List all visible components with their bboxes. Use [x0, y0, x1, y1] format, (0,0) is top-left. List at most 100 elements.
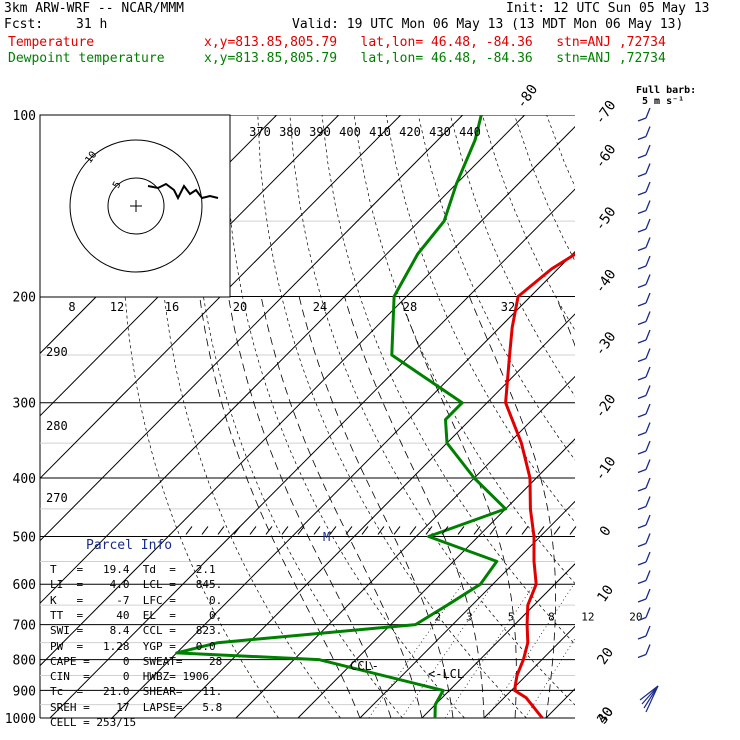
isotherm-line: [732, 115, 740, 718]
mixing-ratio-label: 3: [466, 611, 473, 624]
dry-adiabat-line: [225, 115, 465, 718]
isobar-barb-tick: [409, 526, 417, 535]
wind-barb-staff: [637, 228, 647, 233]
hodograph-speed-label: 16: [165, 300, 179, 314]
wind-barb-staff: [637, 209, 647, 215]
mixing-ratio-line: [524, 637, 575, 718]
dry-adiabat-line: [611, 115, 740, 718]
parcel-info-row: SREH = 17 LAPSE= 5.8: [50, 700, 223, 714]
wind-barb-lower: [641, 685, 659, 705]
isotherm-line: [608, 115, 740, 718]
isotherm-label: 30: [594, 704, 617, 727]
isotherm-label: -50: [592, 204, 620, 234]
dry-adiabat-line: [449, 115, 575, 397]
pressure-tick-label: 500: [13, 530, 36, 545]
wind-barb-flag: [645, 403, 651, 415]
hodograph-trace: [147, 182, 219, 201]
pressure-tick-label: 200: [13, 291, 36, 306]
isobar-barb-tick: [265, 526, 273, 535]
isotherm-line: [483, 625, 575, 718]
parcel-info-row: CELL = 253/15: [50, 716, 137, 729]
dry-adiabat-line: [514, 115, 575, 262]
wind-barb-staff: [637, 246, 647, 252]
isobar-barb-tick: [361, 526, 369, 535]
moist-adiabat-line: [469, 296, 556, 718]
hodograph-ring-outer: [69, 139, 203, 273]
dry-adiabat-label: 290: [46, 345, 68, 359]
wind-barb-flag: [645, 311, 651, 322]
isobar-barb-tick: [393, 526, 401, 535]
wind-barb-flag: [645, 144, 651, 156]
isobar-barb-tick: [521, 526, 529, 535]
parcel-info-row: CAPE = 0 SWEAT= 28: [50, 654, 223, 668]
wind-barb-staff: [637, 320, 647, 326]
hodograph-speed-label: 12: [110, 300, 124, 314]
wind-barb-staff: [637, 616, 647, 622]
wind-barb-staff: [637, 653, 647, 659]
temperature-location: x,y=813.85,805.79 lat,lon= 46.48, -84.36…: [204, 35, 666, 50]
hodograph-speed-label: 20: [233, 300, 247, 314]
hodograph-speed-label: 8: [68, 300, 75, 314]
theta-label: 420: [399, 125, 421, 139]
valid-time: Valid: 19 UTC Mon 06 May 13 (13 MDT Mon …: [292, 17, 684, 32]
isotherm-line: [40, 115, 340, 417]
isotherm-line: [670, 115, 740, 718]
isobar-barb-tick: [569, 526, 577, 535]
forecast-label: Fcst:: [4, 17, 44, 32]
isobar-barb-tick: [457, 526, 465, 535]
isotherm-label: 20: [594, 645, 617, 668]
isobar-barb-tick: [329, 526, 337, 535]
wind-barb-staff: [637, 191, 647, 196]
mixing-ratio-label: 20: [629, 611, 642, 624]
isobar-barb-tick: [313, 526, 321, 535]
mixing-annotation: M: [323, 530, 330, 544]
isotherm-line: [235, 375, 575, 718]
pressure-tick-label: 900: [13, 684, 36, 699]
wind-barb-flag: [645, 514, 651, 526]
isotherm-label: -70: [592, 98, 620, 128]
theta-label: 370: [249, 125, 271, 139]
dry-adiabat-line: [192, 115, 403, 718]
wind-barb-flag: [645, 588, 651, 600]
isobar-barb-tick: [377, 526, 385, 535]
isobar-barb-tick: [441, 526, 449, 535]
isotherm-label: -40: [592, 267, 620, 297]
theta-label: 380: [279, 125, 301, 139]
wind-barb-staff: [637, 579, 647, 585]
wind-barb-staff: [637, 505, 647, 511]
parcel-info-row: Tc = 21.0 SHEAR= 11.: [50, 685, 223, 699]
pressure-tick-label: 700: [13, 619, 36, 634]
ccl-annotation: CCL-: [350, 659, 379, 673]
isobar-barb-tick: [505, 526, 513, 535]
wind-barb-flag: [645, 237, 651, 248]
isotherm-line: [40, 126, 575, 667]
wind-barb-staff: [637, 635, 647, 640]
isotherm-line: [421, 563, 575, 718]
moist-adiabat-line: [344, 296, 485, 718]
mixing-ratio-label: 2: [434, 611, 441, 624]
pressure-tick-label: 1000: [5, 712, 36, 727]
isotherm-line: [173, 313, 575, 718]
wind-barb-flag: [645, 274, 651, 285]
pressure-tick-label: 400: [13, 472, 36, 487]
isotherm-label: -30: [592, 329, 620, 359]
isobar-barb-tick: [553, 526, 561, 535]
isotherm-label: -80: [514, 82, 542, 112]
parcel-info-row: K = -7 LFC = 0.: [50, 593, 223, 607]
dewpoint-line: [175, 115, 508, 718]
wind-barb-flag: [645, 385, 651, 396]
hodograph-ring-label: 5: [111, 180, 124, 191]
moist-adiabat-line: [228, 296, 392, 718]
wind-barb-staff: [637, 117, 647, 122]
moist-adiabat-line: [199, 296, 361, 718]
forecast-hour: 31 h: [76, 17, 108, 32]
wind-barb-staff: [637, 283, 647, 289]
dewpoint-legend: Dewpoint temperature: [8, 51, 165, 66]
temperature-line: [504, 252, 575, 718]
wind-barb-staff: [637, 487, 647, 492]
dry-adiabat-line: [385, 115, 575, 523]
dry-adiabat-line: [643, 115, 740, 718]
dry-adiabat-line: [482, 115, 575, 331]
wind-barb-staff: [637, 598, 647, 603]
mixing-ratio-line: [444, 584, 535, 718]
